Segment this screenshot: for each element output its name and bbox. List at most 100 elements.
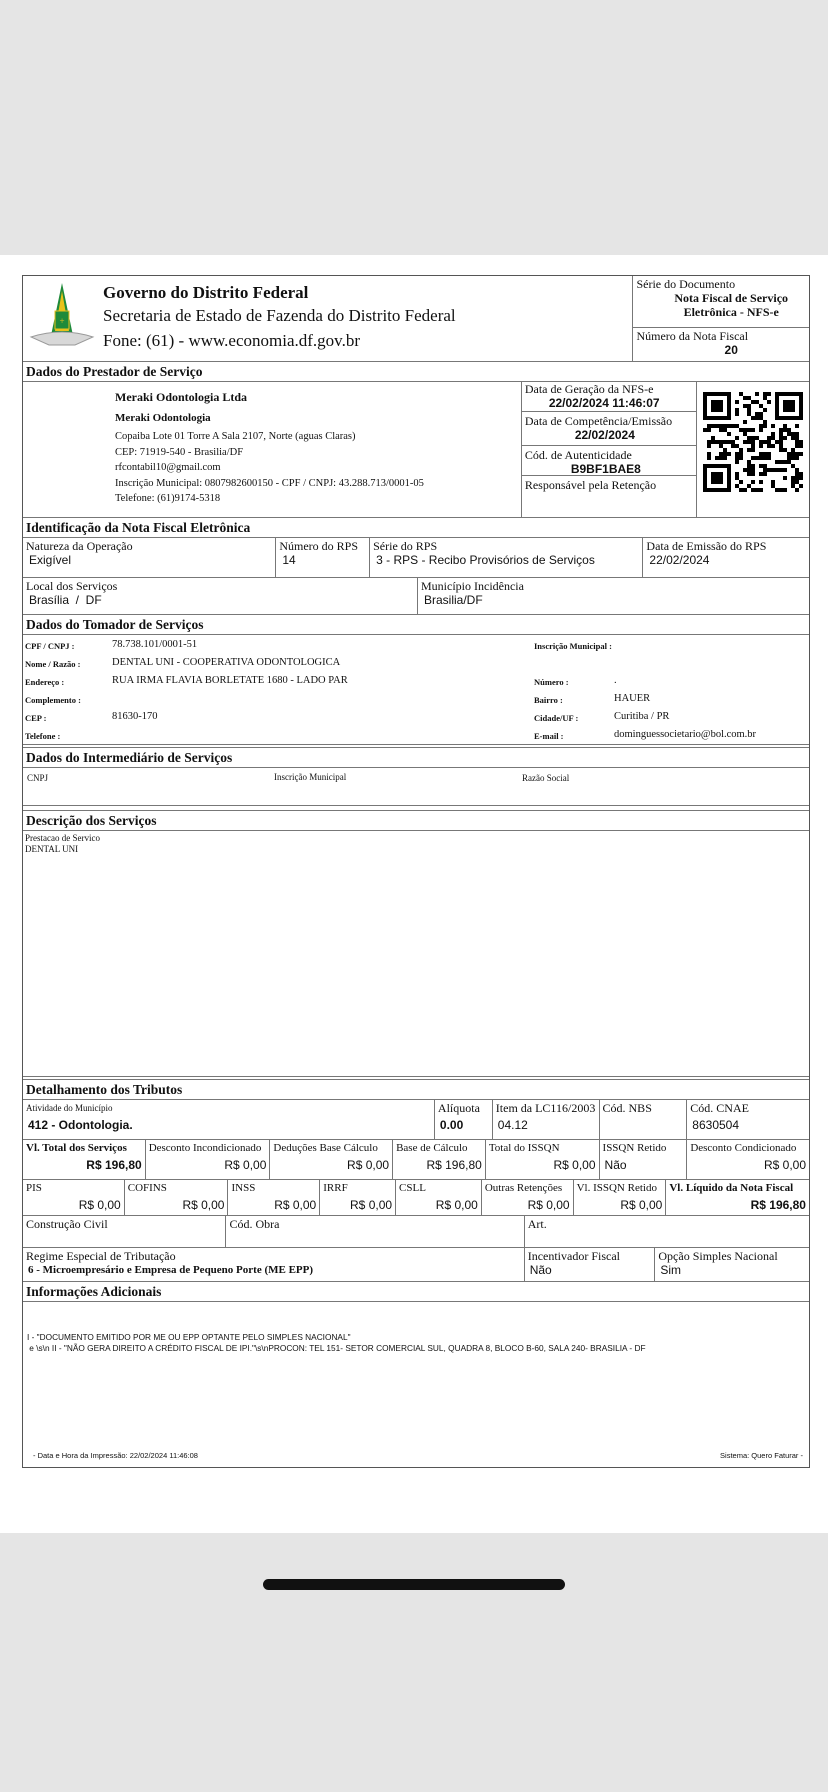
tributo-cell: Cód. NBS <box>600 1100 688 1139</box>
cep-label: CEP : <box>25 713 47 723</box>
tributo-value: R$ 0,00 <box>763 1158 806 1172</box>
tributo-label: Deduções Base Cálculo <box>273 1142 378 1154</box>
tributo-value: R$ 196,80 <box>86 1158 142 1172</box>
tributo-label: Incentivador Fiscal <box>527 1249 621 1263</box>
tributo-label: Desconto Incondicionado <box>148 1142 262 1154</box>
cidade-value: Curitiba / PR <box>614 711 670 722</box>
serie-rps-value: 3 - RPS - Recibo Provisórios de Serviços <box>376 553 595 567</box>
numero-value: . <box>614 675 617 686</box>
tomador-section: CPF / CNPJ : 78.738.101/0001-51 Nome / Ra… <box>23 635 809 745</box>
tributo-value: R$ 0,00 <box>274 1198 317 1212</box>
serie-value: Nota Fiscal de Serviço <box>674 291 789 305</box>
tributo-label: Cód. NBS <box>602 1101 652 1115</box>
local-label: Local dos Serviços <box>26 579 118 593</box>
prestador-endereco: Copaiba Lote 01 Torre A Sala 2107, Norte… <box>115 431 356 442</box>
sistema-label: Sistema: Quero Faturar - <box>720 1451 803 1460</box>
tributo-cell: Alíquota 0.00 <box>435 1100 493 1139</box>
intermediario-title: Dados do Intermediário de Serviços <box>23 748 809 768</box>
numero-rps-value: 14 <box>282 553 296 567</box>
descricao-section: Prestacao de Servico DENTAL UNI <box>23 831 809 1077</box>
retencao-label: Responsável pela Retenção <box>524 478 657 492</box>
razao-label: Razão Social <box>522 773 570 783</box>
tributo-cell: Item da LC116/2003 04.12 <box>493 1100 600 1139</box>
informacoes-section: I - "DOCUMENTO EMITIDO POR ME OU EPP OPT… <box>23 1302 809 1467</box>
tributo-cell: Construção Civil <box>23 1216 227 1247</box>
tributo-cell: Vl. ISSQN Retido R$ 0,00 <box>574 1180 667 1215</box>
informacoes-title: Informações Adicionais <box>23 1282 809 1302</box>
cnpj-label: CNPJ <box>27 773 49 783</box>
fone-line: Fone: (61) - www.economia.df.gov.br <box>103 331 360 350</box>
telefone-label: Telefone : <box>25 731 61 741</box>
tributo-label: Desconto Condicionado <box>690 1142 797 1154</box>
tributo-label: PIS <box>26 1182 42 1194</box>
tributos-row2: Vl. Total dos Serviços R$ 196,80 Desconto … <box>23 1140 809 1180</box>
document-header: + Governo do Distrito Federal Secretaria… <box>23 276 809 362</box>
tributo-cell: COFINS R$ 0,00 <box>125 1180 229 1215</box>
cidade-label: Cidade/UF : <box>534 713 579 723</box>
tributo-cell: Deduções Base Cálculo R$ 0,00 <box>270 1140 394 1179</box>
tributo-label: CSLL <box>399 1182 426 1194</box>
impressao-timestamp: - Data e Hora da Impressão: 22/02/2024 1… <box>33 1451 198 1460</box>
tributo-value: 6 - Microempresário e Empresa de Pequeno… <box>28 1264 314 1276</box>
prestador-email: rfcontabil10@gmail.com <box>115 462 221 473</box>
endereco-value: RUA IRMA FLAVIA BORLETATE 1680 - LADO PA… <box>112 675 348 686</box>
autenticidade-label: Cód. de Autenticidade <box>524 448 632 462</box>
tributo-cell: PIS R$ 0,00 <box>23 1180 125 1215</box>
tributo-label: IRRF <box>323 1182 348 1194</box>
tributos-row4: Construção Civil Cód. Obra Art. <box>23 1216 809 1248</box>
prestador-fantasia: Meraki Odontologia <box>115 412 211 424</box>
bairro-value: HAUER <box>614 693 651 704</box>
tributo-cell: IRRF R$ 0,00 <box>320 1180 397 1215</box>
serie-box: Série do Documento Nota Fiscal de Serviç… <box>633 276 809 328</box>
tributo-label: Art. <box>527 1217 547 1231</box>
autenticidade-value: B9BF1BAE8 <box>570 462 641 476</box>
tributo-label: Construção Civil <box>26 1217 108 1231</box>
cpf-value: 78.738.101/0001-51 <box>112 639 198 650</box>
home-indicator[interactable] <box>263 1579 565 1590</box>
tributo-value: R$ 0,00 <box>527 1198 570 1212</box>
tributo-label: Cód. CNAE <box>690 1101 749 1115</box>
secretaria-title: Secretaria de Estado de Fazenda do Distr… <box>103 306 456 325</box>
tributo-value: 04.12 <box>497 1118 528 1132</box>
tributo-value: R$ 0,00 <box>435 1198 478 1212</box>
tributos-title: Detalhamento dos Tributos <box>23 1080 809 1100</box>
bairro-label: Bairro : <box>534 695 563 705</box>
tributo-label: Base de Cálculo <box>396 1142 468 1154</box>
tributo-value: Não <box>604 1158 627 1172</box>
tributo-value: 0.00 <box>439 1118 464 1132</box>
tributo-label: Alíquota <box>437 1101 480 1115</box>
descricao-title: Descrição dos Serviços <box>23 811 809 831</box>
tributo-value <box>603 1115 684 1118</box>
tributos-row1: Atividade do Município 412 - Odontologia.… <box>23 1100 809 1140</box>
nome-value: DENTAL UNI - COOPERATIVA ODONTOLOGICA <box>112 657 341 668</box>
municipio-label: Município Incidência <box>421 579 524 593</box>
email-label: E-mail : <box>534 731 564 741</box>
nome-label: Nome / Razão : <box>25 659 81 669</box>
tributo-label: Cód. Obra <box>229 1217 280 1231</box>
prestador-inscricao: Inscrição Municipal: 0807982600150 - CPF… <box>115 477 424 489</box>
geracao-value: 22/02/2024 11:46:07 <box>548 396 660 410</box>
cep-value: 81630-170 <box>112 711 158 722</box>
numero-rps-label: Número do RPS <box>279 539 359 553</box>
serie-label: Série do Documento <box>636 277 736 291</box>
prestador-razao: Meraki Odontologia Ltda <box>115 390 248 404</box>
tributo-value: Sim <box>660 1263 682 1277</box>
tributo-value: R$ 196,80 <box>750 1198 806 1212</box>
tributo-label: Regime Especial de Tributação <box>26 1249 176 1263</box>
cpf-label: CPF / CNPJ : <box>25 641 75 651</box>
tributo-cell: Cód. CNAE 8630504 <box>687 1100 809 1139</box>
tributo-label: Atividade do Município <box>26 1103 113 1113</box>
data-rps-label: Data de Emissão do RPS <box>646 539 767 553</box>
tributo-label: Vl. ISSQN Retido <box>576 1182 657 1194</box>
numero-box: Número da Nota Fiscal 20 <box>633 328 809 359</box>
identificacao-title: Identificação da Nota Fiscal Eletrônica <box>23 518 809 538</box>
local-row: Local dos Serviços Brasília / DF Municípi… <box>23 578 809 615</box>
local-value: Brasília / DF <box>29 593 102 607</box>
tributo-cell: Outras Retenções R$ 0,00 <box>482 1180 574 1215</box>
numero-label: Número : <box>534 677 569 687</box>
tributo-label: Item da LC116/2003 <box>495 1101 596 1115</box>
tributo-cell: INSS R$ 0,00 <box>228 1180 321 1215</box>
serie-value-2: Eletrônica - NFS-e <box>683 305 779 319</box>
data-rps-value: 22/02/2024 <box>649 553 710 567</box>
prestador-cep: CEP: 71919-540 - Brasilia/DF <box>115 446 244 458</box>
